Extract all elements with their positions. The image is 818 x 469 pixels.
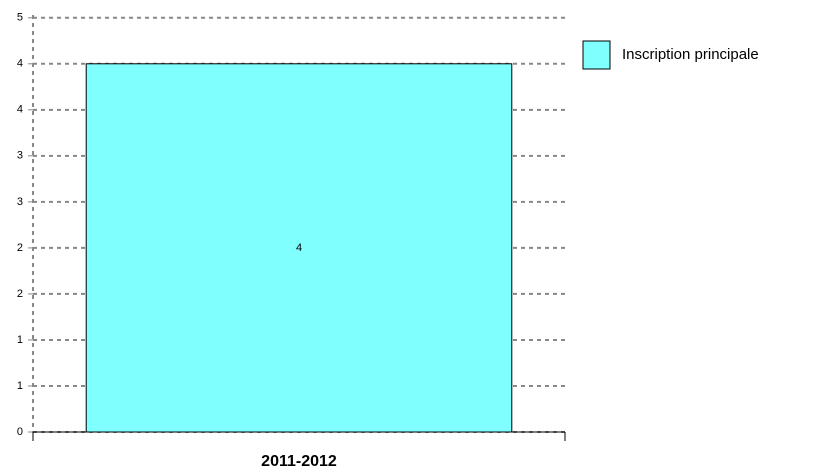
y-tick-label: 4 (17, 104, 23, 116)
y-tick-label: 1 (17, 380, 23, 392)
bar (85, 63, 513, 433)
y-tick-label: 3 (17, 196, 23, 208)
y-tick-label: 3 (17, 150, 23, 162)
x-tick-label: 2011-2012 (261, 453, 337, 469)
y-tick-label: 2 (17, 242, 23, 254)
y-tick-label: 4 (17, 58, 23, 70)
y-tick-label: 0 (17, 426, 23, 438)
y-tick-label: 1 (17, 334, 23, 346)
legend-label: Inscription principale (622, 46, 759, 63)
y-tick-label: 2 (17, 288, 23, 300)
data-label: 4 (296, 242, 302, 254)
legend-swatch (582, 40, 611, 70)
y-tick-label: 5 (17, 12, 23, 24)
